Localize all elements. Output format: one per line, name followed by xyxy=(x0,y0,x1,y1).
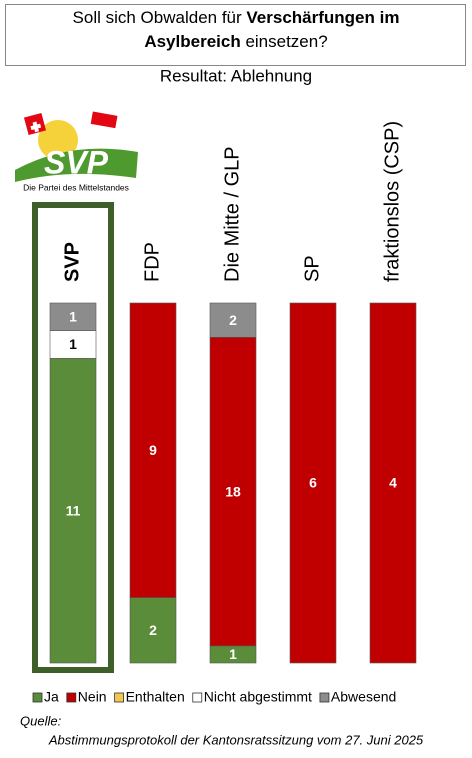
source: Abstimmungsprotokoll der Kantonsratssitz… xyxy=(48,732,424,747)
bar-segment xyxy=(49,330,97,359)
bar-segment xyxy=(129,597,177,664)
category-label: FDP xyxy=(141,242,163,282)
value-label: 1 xyxy=(69,336,77,352)
legend-swatch xyxy=(192,692,203,703)
value-label: 2 xyxy=(149,622,157,638)
title-part: Soll sich Obwalden für xyxy=(73,8,247,27)
chart-title: Asylbereich einsetzen? xyxy=(144,32,327,51)
title-part: Verschärfungen im xyxy=(246,8,399,27)
value-label: 1 xyxy=(229,646,237,662)
legend-swatch xyxy=(66,692,77,703)
category-label: SP xyxy=(301,255,323,282)
subtitle: Resultat: Ablehnung xyxy=(160,66,312,85)
value-label: 9 xyxy=(149,442,157,458)
category-label: fraktionslos (CSP) xyxy=(381,121,403,282)
value-label: 6 xyxy=(309,475,317,491)
legend-label: Abwesend xyxy=(331,689,396,705)
bar-segment xyxy=(209,336,257,647)
title-part: einsetzen? xyxy=(241,32,328,51)
logo-hill xyxy=(15,148,138,182)
bar-segment xyxy=(129,302,177,598)
title-box xyxy=(5,4,466,66)
logo-sun xyxy=(38,120,78,160)
value-label: 2 xyxy=(229,312,237,328)
legend-swatch xyxy=(114,692,124,703)
highlight-frame xyxy=(32,202,114,673)
bar-segment xyxy=(49,358,97,664)
logo-tagline: Die Partei des Mittelstandes xyxy=(23,182,129,192)
legend-swatch xyxy=(32,692,43,703)
value-label: 11 xyxy=(66,502,81,518)
value-label: 4 xyxy=(389,475,397,491)
bar-segment xyxy=(209,302,257,338)
legend-label: Nicht abgestimmt xyxy=(204,689,312,705)
legend-label: Ja xyxy=(44,689,59,705)
bar-segment xyxy=(369,302,417,664)
bar-segment xyxy=(49,302,97,331)
value-label: 18 xyxy=(225,483,241,499)
logo: SVP Die Partei des Mittelstandes xyxy=(15,110,138,192)
category-label: Die Mitte / GLP xyxy=(221,146,243,282)
legend-swatch xyxy=(319,692,330,703)
logo-cross xyxy=(30,123,42,131)
legend-label: Enthalten xyxy=(126,689,185,705)
chart-title: Soll sich Obwalden für Verschärfungen im xyxy=(73,8,400,27)
logo-text: SVP xyxy=(44,144,109,180)
bar-segment xyxy=(289,302,337,664)
logo-flag xyxy=(87,123,116,142)
value-label: 1 xyxy=(69,309,77,325)
source-label: Quelle: xyxy=(20,713,62,728)
category-label: SVP xyxy=(61,242,83,282)
legend-label: Nein xyxy=(78,689,107,705)
title-part: Asylbereich xyxy=(144,32,240,51)
